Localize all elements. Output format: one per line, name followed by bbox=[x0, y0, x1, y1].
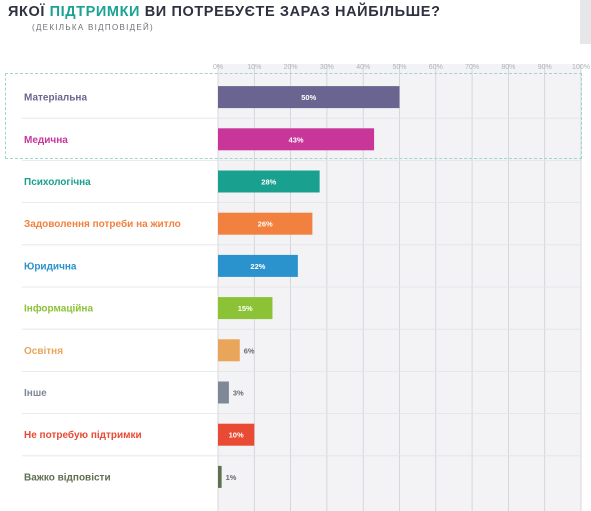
title-highlight: ПІДТРИМКИ bbox=[49, 4, 141, 20]
title-pre: ЯКОЇ bbox=[8, 4, 45, 20]
data-label: 26% bbox=[258, 220, 273, 229]
bar bbox=[218, 339, 240, 362]
x-tick-label: 50% bbox=[392, 64, 406, 71]
x-tick-label: 40% bbox=[356, 64, 370, 71]
x-tick-label: 10% bbox=[247, 64, 261, 71]
data-label: 15% bbox=[238, 304, 253, 313]
x-tick-label: 90% bbox=[538, 64, 552, 71]
data-label: 50% bbox=[301, 93, 316, 102]
chart-subtitle: (ДЕКІЛЬКА ВІДПОВІДЕЙ) bbox=[32, 23, 154, 32]
data-label: 6% bbox=[244, 346, 255, 355]
x-tick-label: 100% bbox=[572, 64, 590, 71]
x-tick-label: 80% bbox=[501, 64, 515, 71]
bar bbox=[218, 423, 255, 446]
category-label: Юридична bbox=[24, 261, 77, 272]
category-label: Задоволення потреби на житло bbox=[24, 218, 181, 230]
data-label: 43% bbox=[289, 135, 304, 144]
category-label: Інше bbox=[24, 388, 47, 399]
bar-chart: 0% 10% 20% 30% 40% 50% 60% 70% 80% 90% 100% Матеріа… bbox=[22, 64, 590, 511]
bar bbox=[218, 170, 320, 193]
bar bbox=[218, 465, 222, 488]
title-post: ВИ ПОТРЕБУЄТЕ ЗАРАЗ НАЙБІЛЬШЕ? bbox=[144, 4, 441, 20]
data-label: 1% bbox=[226, 473, 237, 482]
bar bbox=[218, 128, 375, 151]
category-label: Важко відповісти bbox=[24, 472, 111, 483]
category-label: Матеріальна bbox=[24, 93, 87, 104]
data-label: 3% bbox=[233, 389, 244, 398]
bar bbox=[218, 254, 298, 277]
category-label: Освітня bbox=[24, 346, 63, 357]
x-tick-label: 20% bbox=[284, 64, 298, 71]
data-label: 28% bbox=[261, 178, 276, 187]
category-label: Психологічна bbox=[24, 177, 91, 188]
bar bbox=[218, 297, 273, 320]
bar bbox=[218, 86, 400, 109]
bar bbox=[218, 381, 229, 404]
data-label: 10% bbox=[229, 431, 244, 440]
category-label: Не потребую підтримки bbox=[24, 429, 142, 441]
chart-title: ЯКОЇ ПІДТРИМКИ ВИ ПОТРЕБУЄТЕ ЗАРАЗ НАЙБІ… bbox=[8, 4, 441, 20]
category-label: Медична bbox=[24, 135, 68, 146]
category-label: Інформаційна bbox=[24, 303, 93, 315]
x-tick-label: 30% bbox=[320, 64, 334, 71]
data-label: 22% bbox=[250, 262, 265, 271]
title-panel: ЯКОЇ ПІДТРИМКИ ВИ ПОТРЕБУЄТЕ ЗАРАЗ НАЙБІ… bbox=[0, 0, 580, 44]
bar bbox=[218, 212, 313, 235]
x-tick-label: 60% bbox=[429, 64, 443, 71]
x-tick-label: 70% bbox=[465, 64, 479, 71]
x-tick-label: 0% bbox=[213, 64, 223, 71]
